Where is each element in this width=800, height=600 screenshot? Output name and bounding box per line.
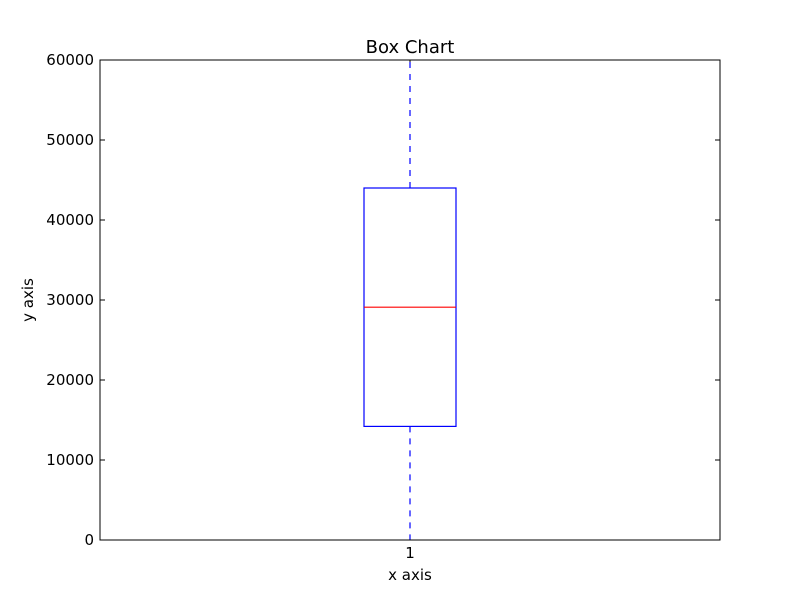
y-axis-label: y axis: [19, 278, 37, 322]
y-tick-label: 10000: [46, 451, 94, 469]
y-axis: 0 10000 20000 30000 40000 50000 60000: [46, 51, 720, 549]
y-tick-label: 60000: [46, 51, 94, 69]
y-tick-label: 20000: [46, 371, 94, 389]
y-tick-label: 0: [84, 531, 94, 549]
y-tick-label: 50000: [46, 131, 94, 149]
x-tick-label: 1: [405, 544, 415, 562]
y-tick-label: 40000: [46, 211, 94, 229]
y-tick-label: 30000: [46, 291, 94, 309]
box-plot-series: [363, 59, 457, 541]
x-axis-label: x axis: [388, 566, 432, 584]
chart-title: Box Chart: [366, 37, 455, 58]
